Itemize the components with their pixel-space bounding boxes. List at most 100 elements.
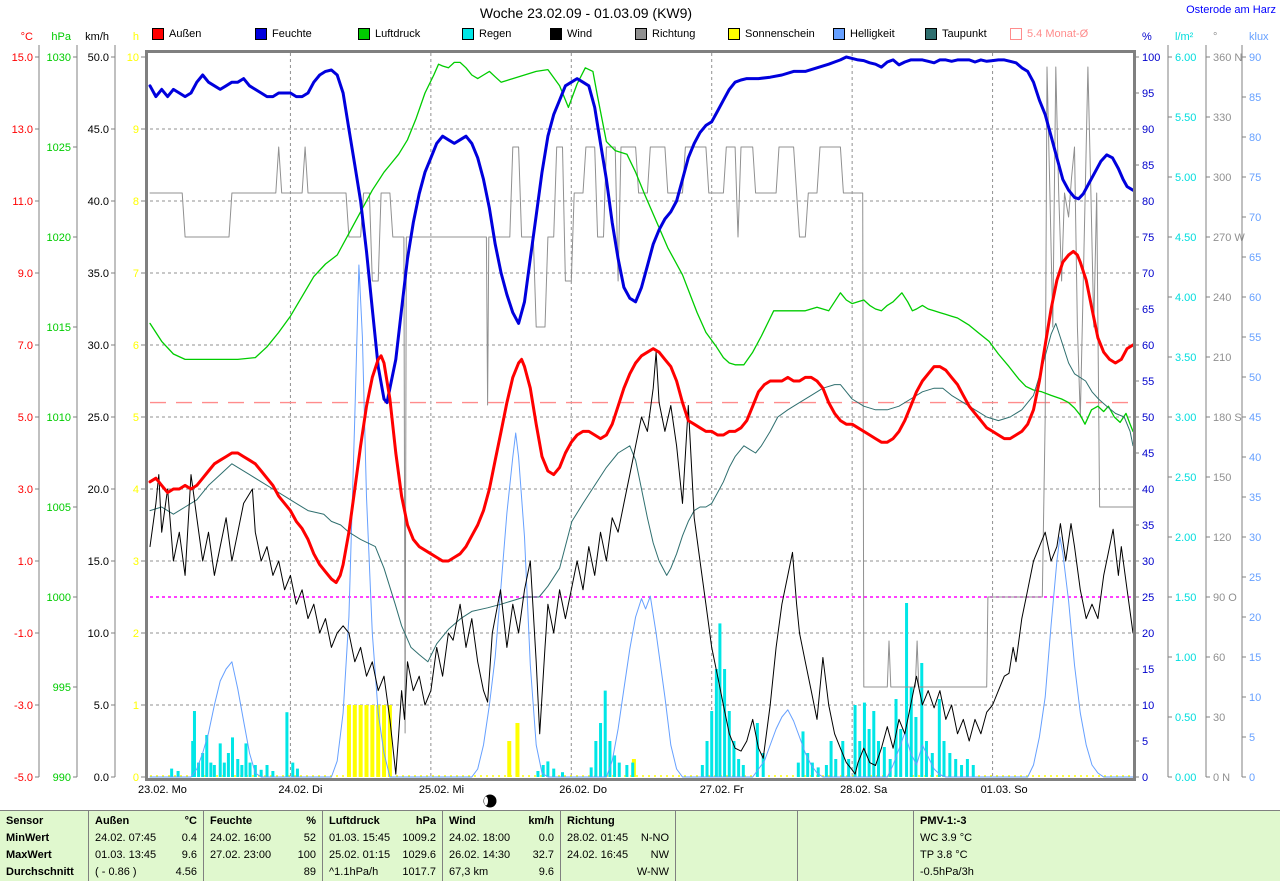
legend-label: Luftdruck <box>375 28 421 40</box>
series-bar-Regen <box>625 765 629 777</box>
table-row: Luftdruck hPa <box>329 813 436 830</box>
table-cell: ( - 0.86 ) <box>95 866 137 878</box>
table-row: 24.02. 18:00 0.0 <box>449 830 554 847</box>
table-row: Wind km/h <box>449 813 554 830</box>
axis-tick-label-deg: 300 <box>1213 172 1231 184</box>
axis-tick-label-klux: 15 <box>1249 652 1261 664</box>
table-row: 89 <box>210 864 316 881</box>
table-cell: 24.02. 07:45 <box>95 832 157 844</box>
table-column-1: Außen °C 24.02. 07:45 0.4 01.03. 13:45 9.6 ( -… <box>88 811 203 881</box>
legend-label: Wind <box>567 28 593 40</box>
series-bar-Regen <box>810 762 814 777</box>
series-bar-Regen <box>599 723 603 777</box>
series-bar-Regen <box>741 765 745 777</box>
table-cell: 0.0 <box>538 832 554 844</box>
legend-label: 5.4 Monat-Ø <box>1027 28 1089 40</box>
day-label: 24.02. Di <box>278 784 322 796</box>
series-bar-Regen <box>862 702 866 777</box>
series-line-Luftdruck <box>149 61 1134 433</box>
table-cell: N-NO <box>640 832 669 844</box>
legend-swatch-icon <box>728 28 740 40</box>
axis-tick-label-hours: 1 <box>133 700 139 712</box>
axis-tick-label-rain: 0.50 <box>1175 712 1196 724</box>
axis-tick-label-deg: 210 <box>1213 352 1231 364</box>
axis-tick-label-temp: 15.0 <box>12 52 33 64</box>
axis-tick-label-hours: 7 <box>133 268 139 280</box>
legend-swatch-icon <box>462 28 474 40</box>
table-cell: °C <box>184 815 197 827</box>
series-bar-Regen <box>192 711 196 777</box>
series-bar-Regen <box>905 603 909 777</box>
series-bar-Sonnenschein <box>376 705 381 777</box>
axis-tick-label-percent: 100 <box>1142 52 1160 64</box>
axis-tick-label-percent: 70 <box>1142 268 1154 280</box>
series-bar-Sonnenschein <box>364 705 369 777</box>
axis-tick-label-hpa: 1020 <box>47 232 71 244</box>
table-cell: 1017.7 <box>402 866 436 878</box>
legend-item-9: 5.4 Monat-Ø <box>1010 28 1088 40</box>
table-cell: -0.5hPa/3h <box>920 866 974 878</box>
series-bar-Regen <box>541 765 545 777</box>
table-cell: 27.02. 23:00 <box>210 849 272 861</box>
legend-swatch-icon <box>635 28 647 40</box>
legend-label: Helligkeit <box>850 28 895 40</box>
table-column-2: Feuchte% 24.02. 16:00 52 27.02. 23:00 100 89 <box>203 811 322 881</box>
legend-label: Richtung <box>652 28 696 40</box>
series-bar-Regen <box>705 741 709 777</box>
axis-tick-label-hpa: 1000 <box>47 592 71 604</box>
table-row: ^1.1hPa/h 1017.7 <box>329 864 436 881</box>
series-bar-Sonnenschein <box>387 705 392 777</box>
series-bar-Regen <box>617 762 621 777</box>
series-bar-Regen <box>806 753 810 777</box>
legend-label: Sonnenschein <box>745 28 815 40</box>
series-bar-Regen <box>201 753 205 777</box>
series-bar-Regen <box>924 741 928 777</box>
table-cell: ^1.1hPa/h <box>329 866 379 878</box>
axis-tick-label-rain: 1.50 <box>1175 592 1196 604</box>
table-cell: 26.02. 14:30 <box>449 849 511 861</box>
series-bar-Regen <box>589 767 593 777</box>
axis-tick-label-temp: 5.0 <box>18 412 33 424</box>
series-bar-Regen <box>253 765 257 777</box>
axis-unit-klux: klux <box>1249 31 1269 43</box>
table-row: 24.02. 16:00 52 <box>210 830 316 847</box>
series-bar-Regen <box>796 762 800 777</box>
table-cell: Luftdruck <box>329 815 380 827</box>
axis-tick-label-rain: 5.00 <box>1175 172 1196 184</box>
axis-tick-label-percent: 55 <box>1142 376 1154 388</box>
axis-tick-label-wind: 20.0 <box>88 484 109 496</box>
table-cell: 4.56 <box>175 866 197 878</box>
axis-tick-label-hpa: 1015 <box>47 322 71 334</box>
axis-tick-label-wind: 45.0 <box>88 124 109 136</box>
series-bar-Regen <box>603 690 607 777</box>
series-bar-Regen <box>829 741 833 777</box>
table-row: ( - 0.86 ) 4.56 <box>95 864 197 881</box>
page-title: Woche 23.02.09 - 01.03.09 (KW9) <box>479 5 693 21</box>
series-bar-Regen <box>824 765 828 777</box>
axis-tick-label-wind: 50.0 <box>88 52 109 64</box>
axis-tick-label-hpa: 1025 <box>47 142 71 154</box>
series-bar-Regen <box>613 755 617 777</box>
table-cell: WC 3.9 °C <box>920 832 973 844</box>
table-column-8: PMV-1:-3 WC 3.9 °C TP 3.8 °C -0.5hPa/3h <box>913 811 1280 881</box>
axis-tick-label-wind: 35.0 <box>88 268 109 280</box>
table-row <box>682 864 791 881</box>
table-row: MinWert <box>6 830 82 847</box>
axis-tick-label-klux: 90 <box>1249 52 1261 64</box>
series-bar-Regen <box>937 699 941 777</box>
table-cell: 1009.2 <box>402 832 436 844</box>
axis-tick-label-klux: 50 <box>1249 372 1261 384</box>
series-bar-Regen <box>536 771 540 777</box>
axis-tick-label-rain: 5.50 <box>1175 112 1196 124</box>
series-bar-Regen <box>732 741 736 777</box>
table-cell: W-NW <box>636 866 669 878</box>
table-column-0: Sensor MinWert MaxWert Durchschnitt <box>0 811 88 881</box>
axis-tick-label-klux: 60 <box>1249 292 1261 304</box>
series-bar-Regen <box>761 753 765 777</box>
series-bar-Regen <box>552 768 556 777</box>
table-row <box>804 847 907 864</box>
table-row: 28.02. 01:45 N-NO <box>567 830 669 847</box>
axis-tick-label-percent: 80 <box>1142 196 1154 208</box>
axis-tick-label-klux: 40 <box>1249 452 1261 464</box>
